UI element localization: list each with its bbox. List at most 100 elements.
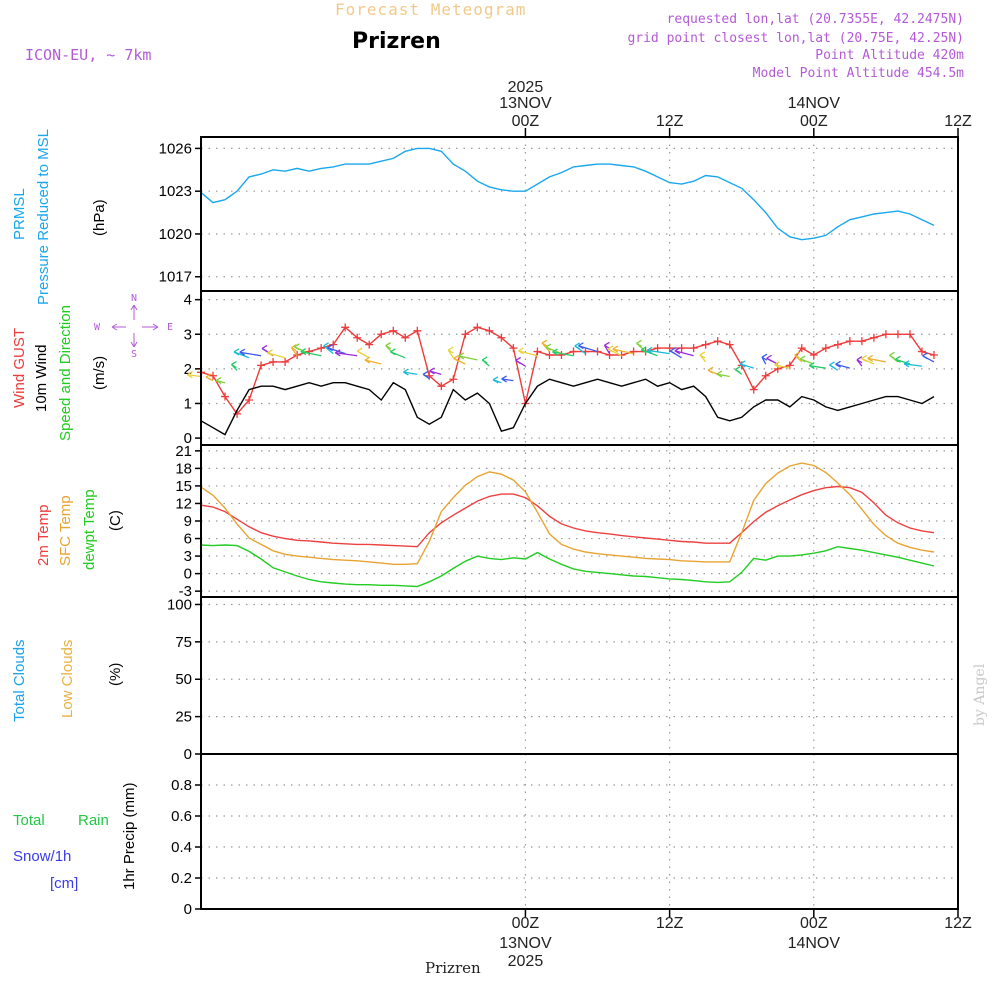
gust-marker [605, 351, 614, 360]
y-tick-label: 15 [175, 478, 192, 495]
y-tick-label: 1023 [159, 183, 192, 200]
gust-marker [857, 337, 866, 346]
rain-label-rain: Rain [78, 812, 109, 829]
wind-arrow-head [922, 352, 928, 360]
requested-location: requested lon,lat (20.7355E, 42.2475N) [667, 12, 964, 27]
wind-arrow [187, 374, 202, 378]
gust-marker [725, 340, 734, 349]
wind-arrow-head [808, 362, 815, 370]
gust-marker [593, 347, 602, 356]
clouds-unit: (%) [107, 663, 124, 686]
gust-marker [245, 396, 254, 405]
gust-marker [221, 392, 230, 401]
bottom-year-label: 2025 [508, 953, 544, 970]
wind-arrow-head [739, 360, 746, 368]
wind-arrow-head [518, 347, 524, 355]
wind-arrow [403, 371, 418, 376]
wind-arrow-head [646, 346, 653, 354]
wind-arrow [364, 359, 382, 365]
gust-marker [629, 347, 638, 356]
wind-arrow-head [612, 345, 619, 353]
wind-arrow [447, 349, 454, 359]
wind-arrow [716, 373, 730, 378]
wind-arrow-head [267, 349, 273, 357]
wind-arrow-head [385, 341, 392, 350]
y-tick-label: 18 [175, 460, 192, 477]
series-line-prmsl [200, 147, 935, 241]
wind-arrow [603, 344, 611, 354]
gust-marker [665, 344, 674, 353]
wind-arrow-head [390, 348, 396, 356]
wind-10m-label: 10m Wind [33, 344, 50, 412]
wind-arrow-head [707, 366, 714, 374]
wind-arrow-head [895, 355, 901, 363]
gust-marker [281, 357, 290, 366]
precip-unit: 1hr Precip (mm) [121, 782, 138, 890]
pressure-label-msl: Pressure Reduced to MSL [35, 129, 52, 305]
wind-arrow-head [856, 356, 863, 364]
wind-arrow-head [422, 370, 429, 378]
wind-unit: (m/s) [91, 356, 108, 390]
snow-label: Snow/1h [13, 848, 71, 865]
gust-marker [749, 385, 758, 394]
gust-marker [341, 323, 350, 332]
panel-frame [200, 596, 959, 755]
compass-n: N [131, 293, 137, 304]
gust-marker [893, 330, 902, 339]
wind-arrow-head [794, 351, 801, 359]
gust-marker [437, 382, 446, 391]
wind-arrow-head [187, 371, 193, 379]
y-tick-label: 3 [184, 548, 192, 565]
signature: by Angel [972, 663, 988, 726]
y-tick-label: 12 [175, 495, 192, 512]
y-tick-label: 0.8 [171, 777, 192, 794]
wind-arrow-head [699, 351, 706, 359]
bottom-tick-label: 00Z [800, 915, 828, 932]
wind-arrow-head [492, 376, 499, 384]
bottom-tick-label: 12Z [656, 915, 684, 932]
gust-marker [905, 330, 914, 339]
wind-arrow [578, 345, 598, 353]
chart-title: Forecast Meteogram [335, 0, 526, 19]
gust-marker [413, 326, 422, 335]
gust-marker [929, 351, 938, 360]
wind-arrow-head [734, 365, 741, 374]
pressure-panel: 1017 1020 1023 1026 [159, 136, 959, 292]
gust-marker [917, 347, 926, 356]
y-tick-label: 9 [184, 513, 192, 530]
wind-arrow-head [903, 360, 910, 368]
wind-arrow-head [215, 377, 222, 385]
wind-arrow [835, 363, 851, 369]
wind-arrow [647, 349, 670, 355]
wind-arrow-head [233, 348, 240, 356]
wind-arrow [335, 352, 358, 357]
wind-arrow-head [261, 344, 268, 353]
wind-arrow-head [453, 354, 459, 362]
gust-marker [365, 340, 374, 349]
panel-frame [200, 753, 959, 910]
snow-unit: [cm] [50, 875, 78, 892]
gust-marker [353, 333, 362, 342]
y-tick-label: 0 [184, 901, 192, 918]
gust-marker [389, 326, 398, 335]
wind-arrow [809, 364, 826, 369]
y-tick-label: -3 [179, 583, 192, 600]
wind-arrow-head [766, 354, 772, 362]
gust-marker [701, 340, 710, 349]
low-clouds-label: Low Clouds [59, 640, 76, 718]
wind-arrow-head [829, 361, 835, 369]
y-tick-label: 3 [184, 326, 192, 343]
pressure-label-prmsl: PRMSL [11, 188, 28, 240]
top-tick-label: 00Z [800, 113, 828, 130]
top-date-label: 14NOV [788, 95, 841, 112]
gust-marker [881, 330, 890, 339]
model-point-altitude: Model Point Altitude 454.5m [753, 66, 964, 81]
temp-sfc-label: SFC Temp [57, 495, 74, 566]
point-altitude: Point Altitude 420m [815, 48, 964, 63]
gust-marker [305, 347, 314, 356]
wind-arrow [267, 352, 286, 359]
bottom-date-label: 14NOV [788, 935, 841, 952]
gust-marker [317, 344, 326, 353]
wind-arrow-head [327, 344, 333, 352]
gust-marker [497, 333, 506, 342]
